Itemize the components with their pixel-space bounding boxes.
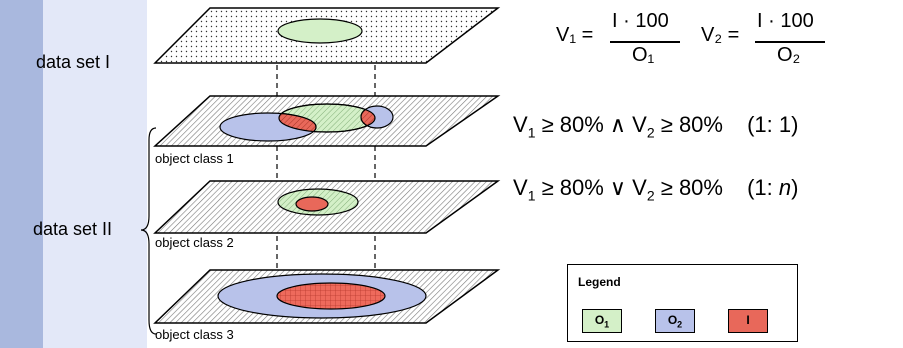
legend-item-o1: O1 — [582, 309, 622, 333]
formula-v1-lhs: V₁ = — [556, 24, 594, 46]
label-data-set-1: data set I — [36, 52, 111, 72]
legend-item-i: I — [728, 309, 768, 333]
formula-v1-denominator: O₁ — [632, 44, 655, 66]
formula-v2: V₂ = I · 100 O₂ — [701, 10, 831, 70]
sidebar-band-dark — [0, 0, 43, 348]
legend-item-o2: O2 — [655, 309, 695, 333]
label-object-class-1: object class 1 — [155, 151, 234, 166]
formula-v2-denominator: O₂ — [777, 44, 801, 66]
formula-v2-numerator: I · 100 — [757, 10, 814, 32]
formula-v2-lhs: V₂ = — [701, 24, 740, 46]
condition-one-to-n: V1 ≥ 80% ∨ V2 ≥ 80% (1: n) — [513, 175, 799, 204]
plane-object-class-3 — [153, 269, 501, 324]
projection-lines — [276, 38, 376, 310]
formula-v1-fraction-bar — [610, 41, 680, 43]
legend: Legend O1 O2 I — [567, 264, 798, 342]
formula-v1: V₁ = I · 100 O₁ — [556, 10, 686, 70]
set-I-green-ellipse — [277, 18, 363, 44]
plane-data-set-1 — [153, 7, 501, 64]
plane-object-class-1 — [153, 95, 501, 147]
plane-object-class-2 — [153, 180, 501, 234]
formula-v1-numerator: I · 100 — [612, 10, 669, 32]
formula-v2-fraction-bar — [755, 41, 825, 43]
class2-red-ellipse — [295, 196, 329, 212]
condition-one-to-one: V1 ≥ 80% ∧ V2 ≥ 80% (1: 1) — [513, 112, 799, 141]
label-object-class-2: object class 2 — [155, 235, 234, 250]
label-data-set-2: data set II — [33, 219, 113, 239]
label-object-class-3: object class 3 — [155, 327, 234, 342]
class3-red-ellipse — [276, 282, 386, 310]
data-set-2-brace — [140, 127, 157, 335]
legend-title: Legend — [578, 275, 621, 289]
sidebar-band-light — [43, 0, 147, 348]
